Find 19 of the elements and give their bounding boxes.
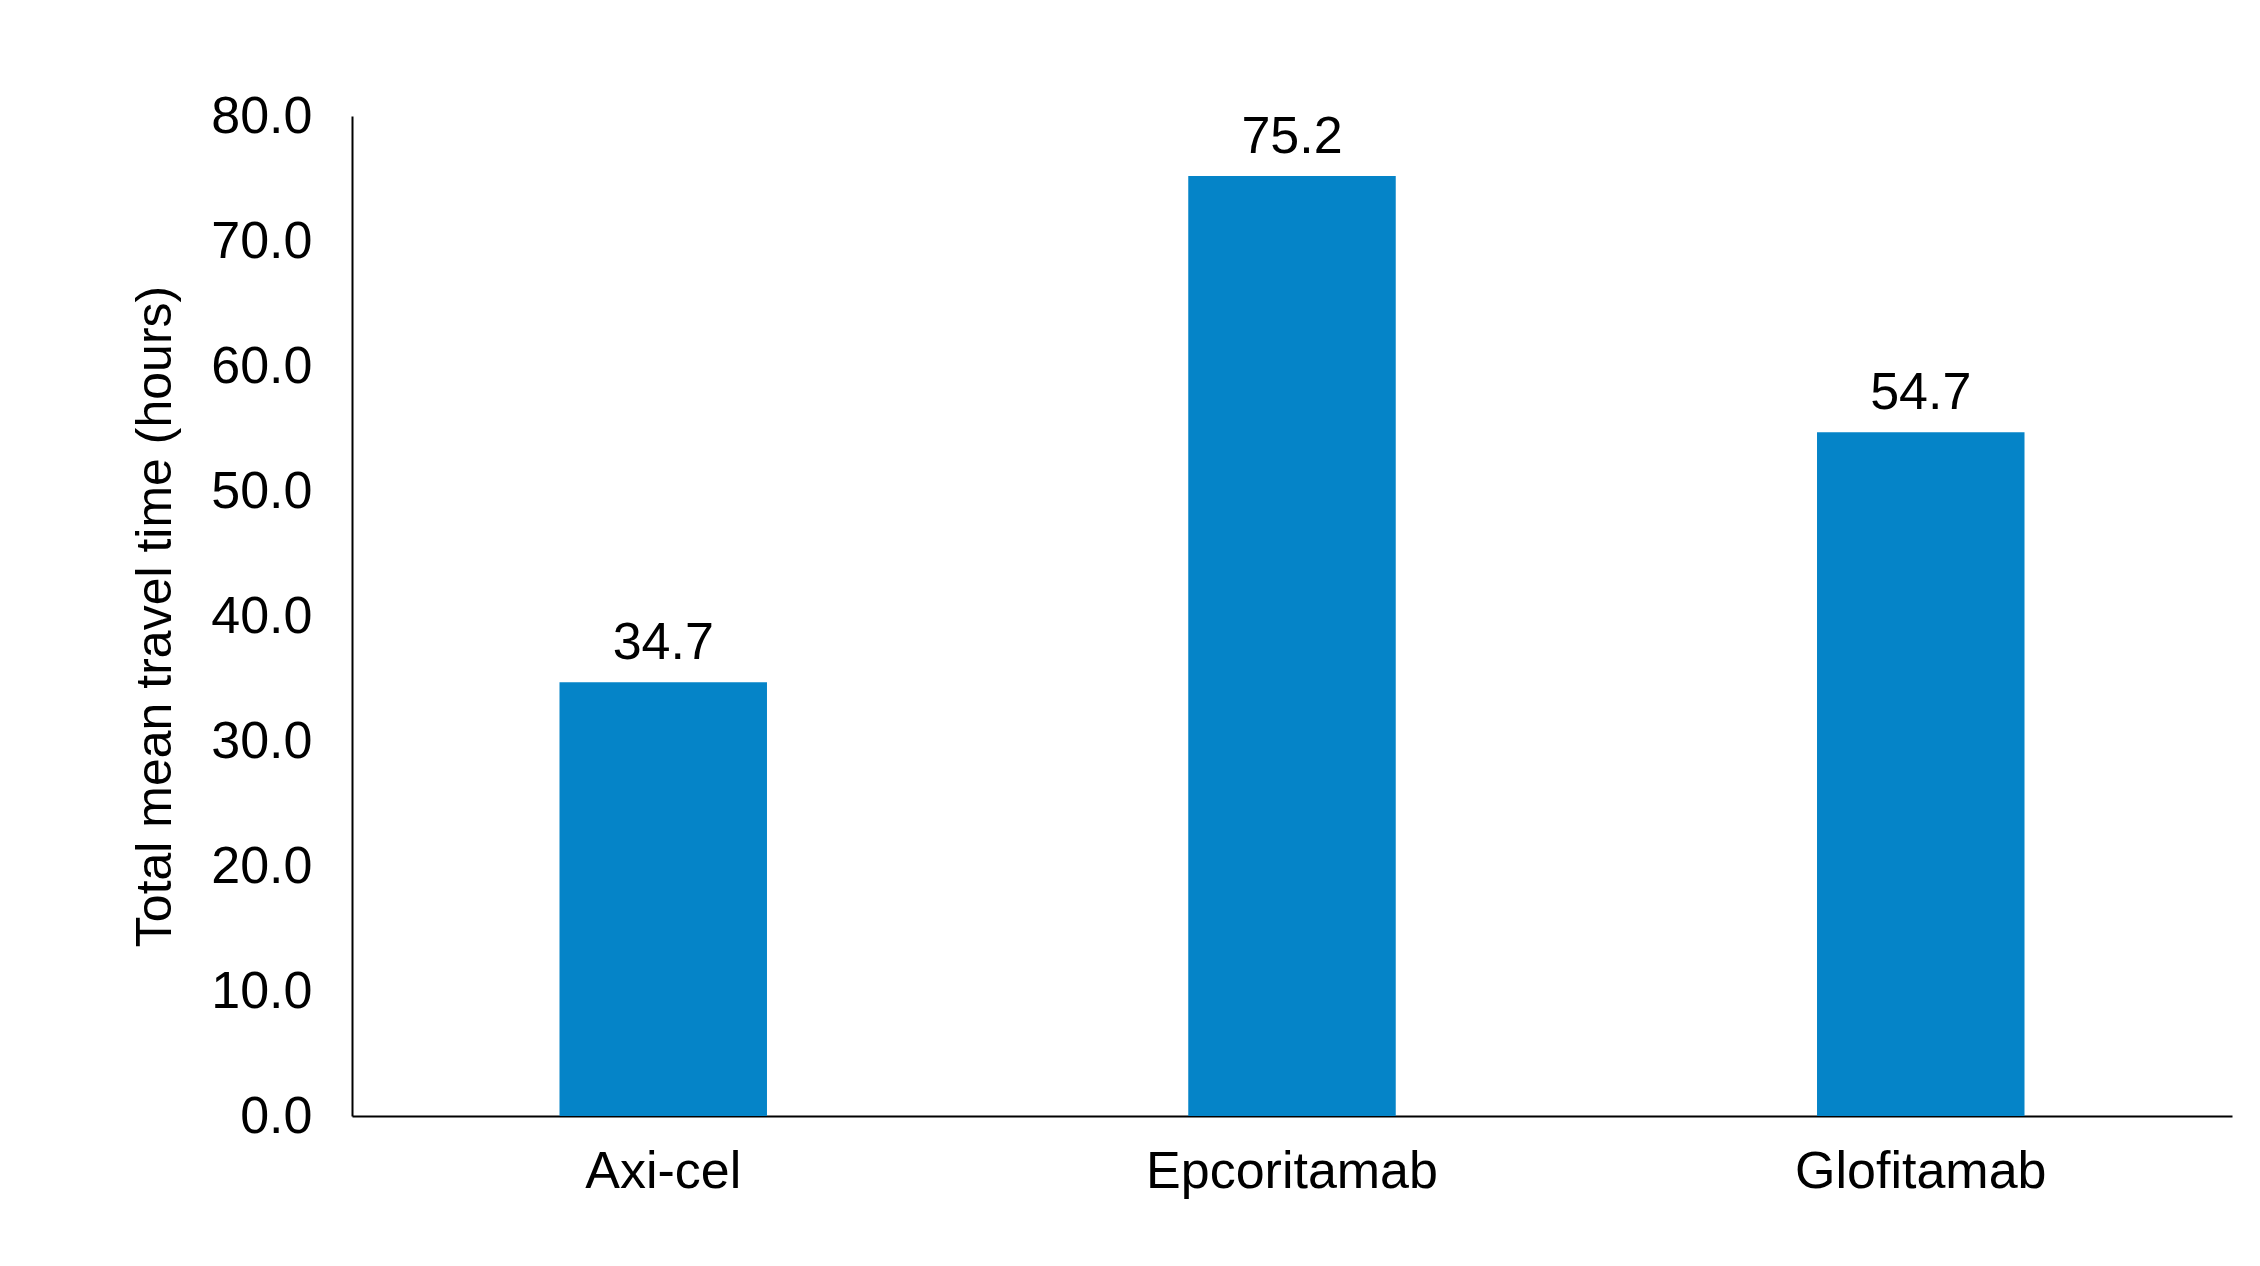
bar	[559, 682, 767, 1116]
y-axis-title: Total mean travel time (hours)	[126, 285, 183, 948]
x-tick-label: Glofitamab	[1795, 1140, 2047, 1199]
y-tick-label: 20.0	[211, 835, 313, 894]
y-tick-label: 50.0	[211, 460, 313, 519]
x-tick-label: Axi-cel	[585, 1140, 742, 1199]
y-tick-label: 10.0	[211, 960, 313, 1019]
data-label: 75.2	[1241, 106, 1343, 164]
y-tick-label: 70.0	[211, 210, 313, 269]
data-label: 54.7	[1870, 362, 1972, 421]
bar	[1817, 432, 2025, 1116]
y-tick-label: 0.0	[240, 1085, 313, 1144]
y-tick-label: 80.0	[211, 85, 313, 144]
data-label: 34.7	[612, 612, 714, 671]
y-tick-label: 30.0	[211, 710, 313, 769]
x-tick-label: Epcoritamab	[1146, 1140, 1438, 1199]
y-tick-label: 60.0	[211, 335, 313, 394]
y-tick-label: 40.0	[211, 585, 313, 644]
bar	[1188, 176, 1396, 1116]
